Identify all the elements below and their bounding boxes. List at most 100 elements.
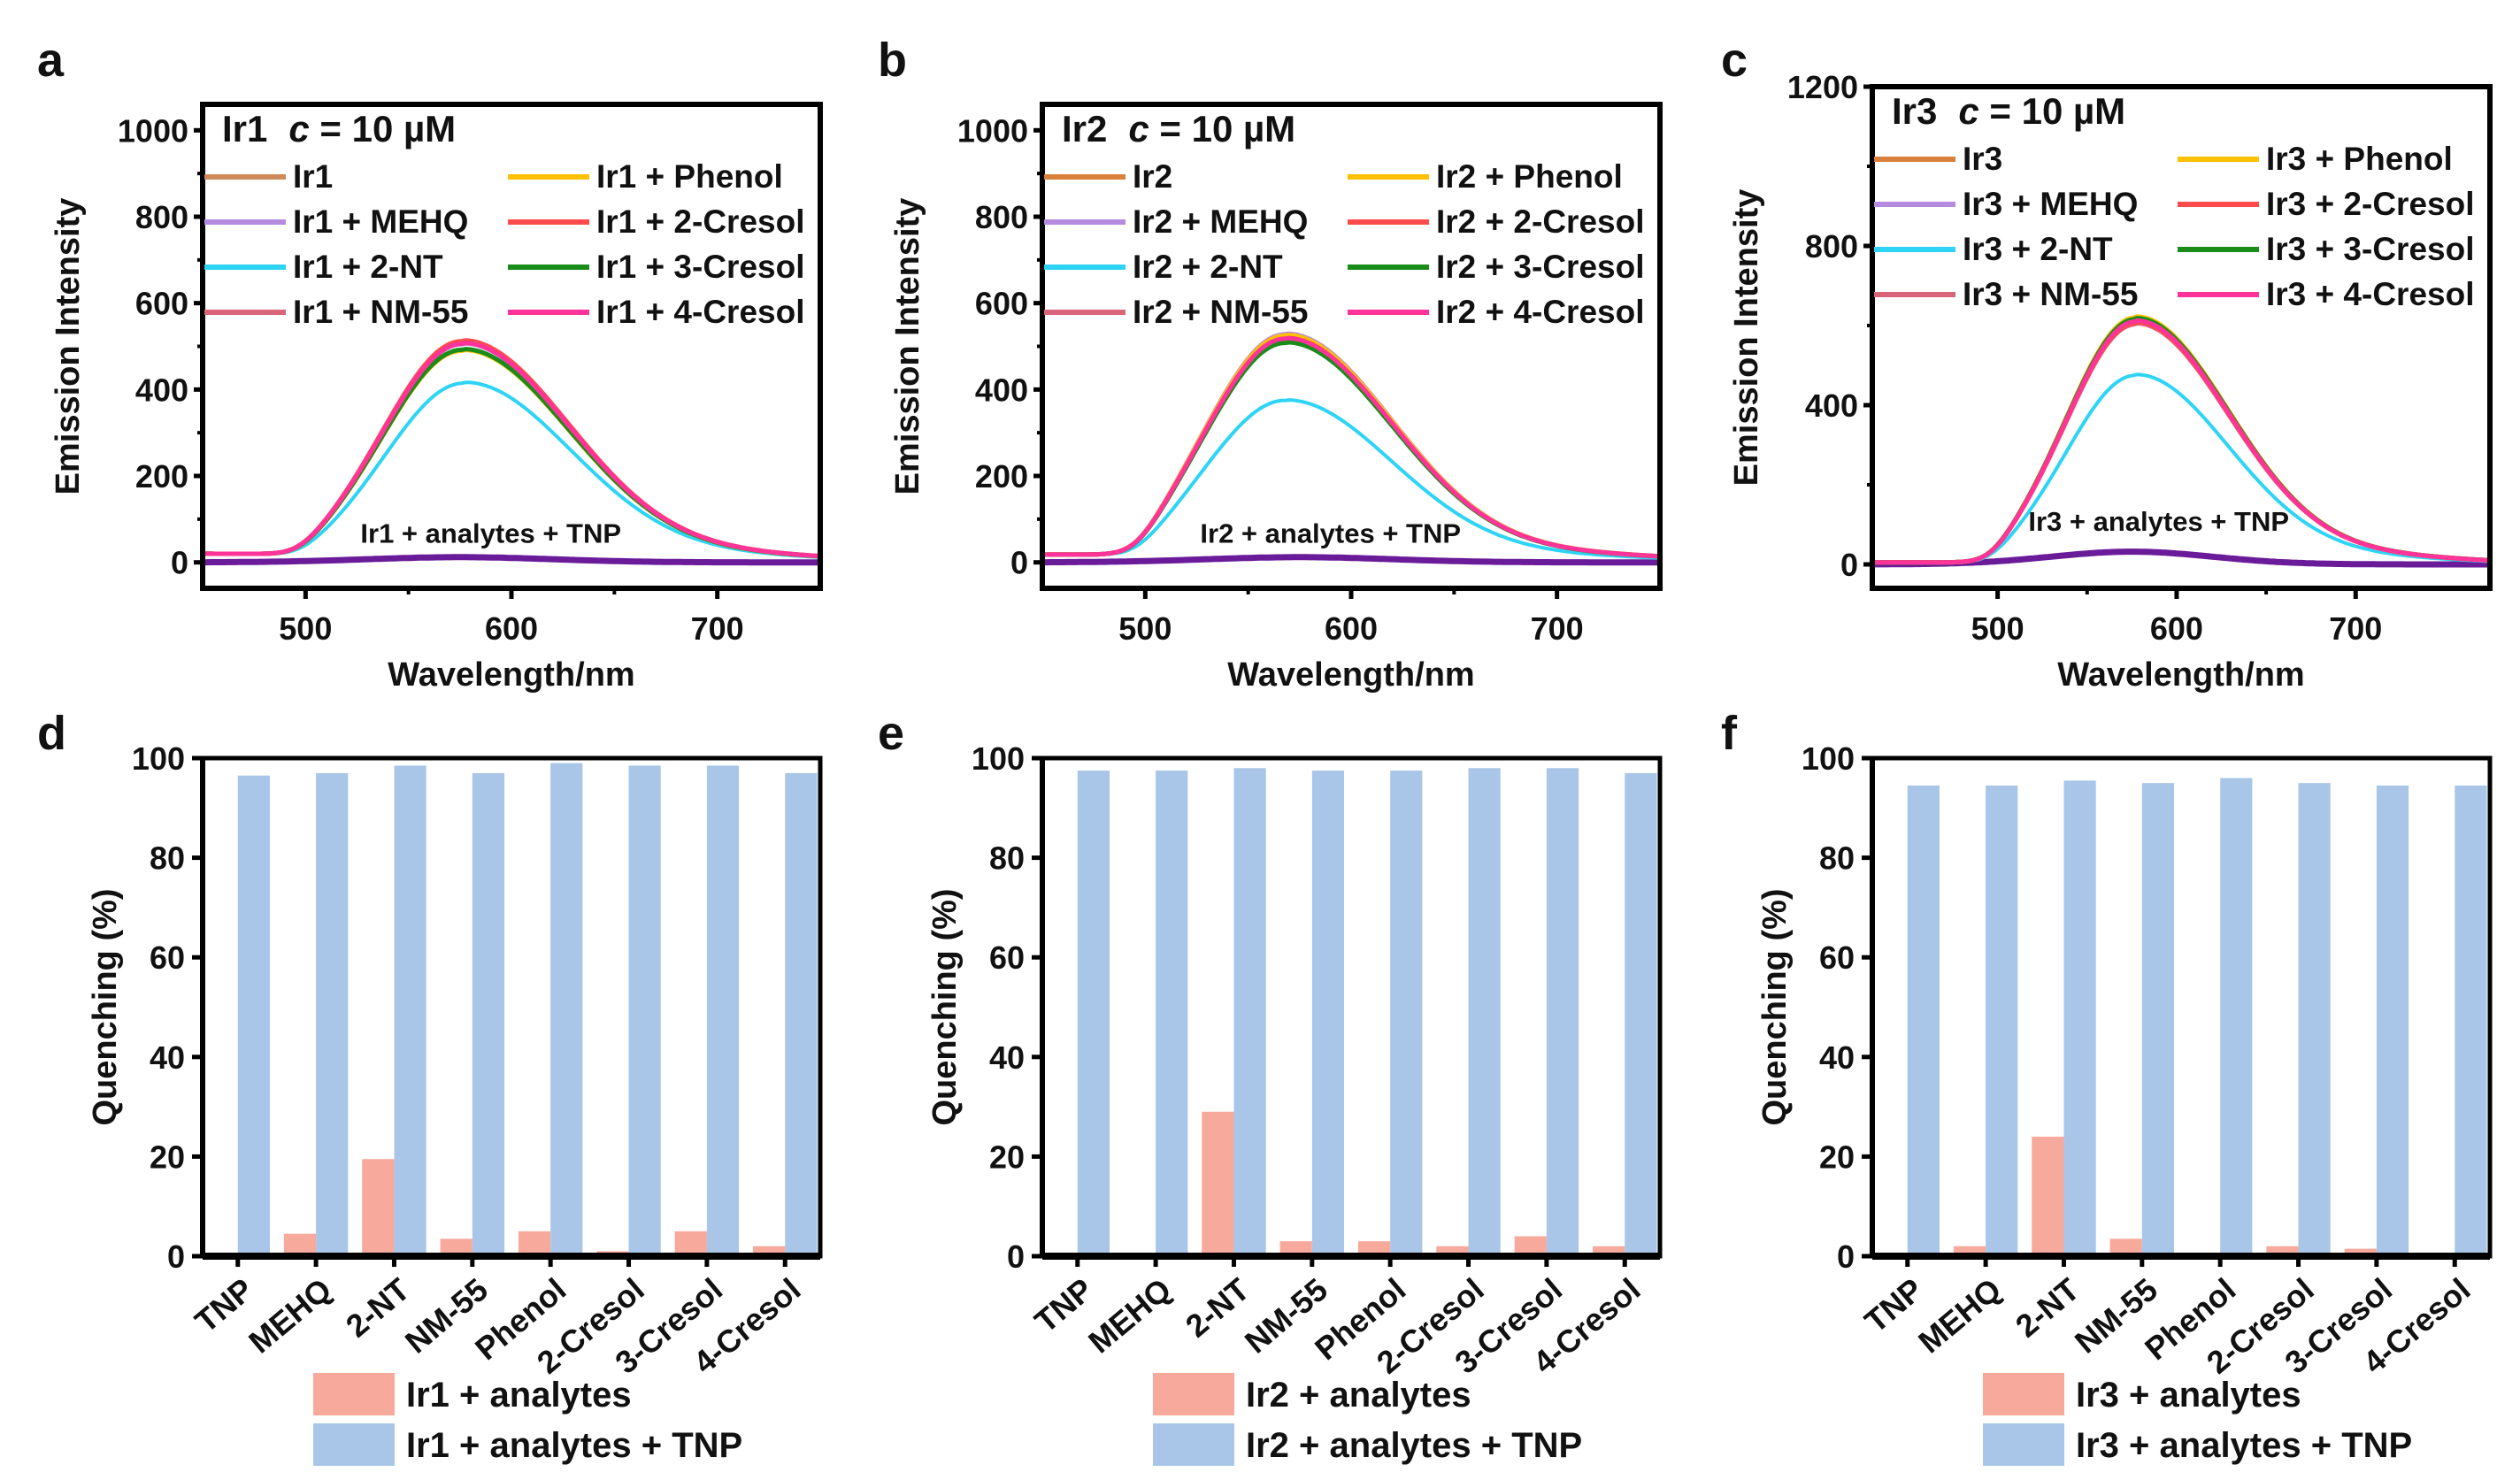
legend-swatch	[313, 1423, 395, 1466]
y-tick-label: 400	[1805, 387, 1858, 424]
y-tick-label: 0	[1837, 1238, 1855, 1275]
panel-label: d	[37, 707, 66, 760]
bar-analytes-tnp	[2141, 783, 2175, 1256]
bar-analytes-tnp	[1156, 771, 1188, 1256]
legend-item: Ir3 + 2-NT	[1874, 231, 2113, 267]
legend-label: Ir2 + 2-NT	[1133, 249, 1283, 285]
y-tick-label: 800	[135, 199, 188, 235]
bar-group	[1436, 768, 1501, 1256]
legend-label: Ir2 + 2-Cresol	[1436, 203, 1644, 240]
legend-label: Ir3 + Phenol	[2266, 141, 2453, 177]
bar-group	[2344, 785, 2409, 1256]
legend-label: Ir2 + 4-Cresol	[1436, 294, 1644, 330]
x-tick-label: 600	[485, 610, 538, 647]
bar-analytes-tnp	[1907, 785, 1940, 1256]
legend-item: Ir3	[1874, 141, 2002, 177]
y-tick-label: 20	[150, 1139, 185, 1175]
inset-title: Ir2 c = 10 µM	[1062, 108, 1295, 150]
bar-group	[753, 772, 818, 1256]
y-axis-title: Quenching (%)	[87, 888, 124, 1125]
legend-label: Ir1	[293, 158, 333, 195]
y-tick-label: 40	[1819, 1039, 1855, 1076]
legend-label: Ir3 + NM-55	[1963, 276, 2138, 312]
y-tick-label: 60	[1819, 939, 1855, 976]
legend-label: Ir2 + 3-Cresol	[1436, 249, 1644, 285]
panel-a-emission-chart: a 0 200 400 600 800 1000 500 600 700 Wavelength/nm…	[37, 34, 823, 694]
x-axis-title: Wavelength/nm	[388, 656, 634, 694]
legend-label: Ir1 + 2-NT	[293, 249, 443, 285]
legend-swatch	[1983, 1373, 2064, 1415]
legend-label: Ir3 + analytes + TNP	[2076, 1426, 2412, 1465]
y-axis-title: Quenching (%)	[1756, 888, 1794, 1125]
y-tick-label: 40	[150, 1039, 185, 1076]
x-tick-label: MEHQ	[242, 1271, 338, 1361]
bar-analytes-tnp	[316, 772, 349, 1256]
bar-group	[2220, 778, 2253, 1256]
plot-frame	[1870, 84, 2493, 591]
y-tick-label: 80	[150, 840, 185, 877]
inset-title-variable: c	[1958, 90, 1978, 132]
panel-label: f	[1721, 707, 1738, 760]
legend-item: Ir3 + 3-Cresol	[2178, 231, 2474, 267]
bar-analytes	[1593, 1246, 1625, 1256]
legend-item: Ir1 + Phenol	[508, 158, 783, 195]
bar-group	[2032, 780, 2096, 1256]
bar-analytes-tnp	[2455, 785, 2487, 1256]
quenched-series-line	[1042, 554, 1660, 566]
bar-group	[2266, 783, 2331, 1256]
bar-analytes	[283, 1233, 317, 1256]
y-tick-label: 200	[135, 458, 188, 495]
bar-analytes	[1436, 1246, 1469, 1256]
y-tick-label: 20	[989, 1139, 1025, 1175]
legend-label: Ir1 + analytes	[406, 1376, 632, 1415]
bar-group	[2109, 783, 2175, 1256]
legend-item: Ir2 + 3-Cresol	[1348, 249, 1644, 285]
legend-label: Ir3 + 2-NT	[1963, 231, 2113, 267]
y-tick-label: 800	[1805, 228, 1858, 265]
panel-b-emission-chart: b 0 200 400 600 800 1000 500 600 700 Wavelength/nm…	[878, 34, 1663, 694]
bar-analytes	[518, 1231, 551, 1256]
series-line-ir2-4-cresol	[1042, 335, 1660, 559]
bar-group	[1077, 771, 1110, 1256]
bar-analytes	[753, 1246, 786, 1256]
legend-label: Ir2	[1133, 158, 1172, 195]
bar-analytes-tnp	[237, 775, 270, 1256]
legend-label: Ir3 + MEHQ	[1963, 186, 2138, 222]
legend-item: Ir1 + 3-Cresol	[508, 249, 804, 285]
legend-item: Ir2 + analytes + TNP	[1153, 1423, 1582, 1466]
x-tick-label: 700	[691, 610, 744, 647]
bar-group	[518, 763, 583, 1256]
bar-analytes	[2109, 1238, 2142, 1256]
bar-group	[237, 775, 270, 1256]
legend-label: Ir3	[1963, 141, 2002, 177]
x-tick-label: 500	[1118, 610, 1172, 647]
series-line-ir1-2-nt	[203, 380, 820, 559]
quenched-annotation: Ir3 + analytes + TNP	[2028, 506, 2289, 537]
legend-item: Ir2 + 2-NT	[1044, 249, 1283, 285]
y-axis-title: Quenching (%)	[926, 888, 964, 1125]
quenched-series-line	[203, 554, 820, 566]
bar-analytes	[2344, 1248, 2377, 1256]
x-tick-label: MEHQ	[1911, 1271, 2008, 1361]
bar-analytes-tnp	[706, 765, 740, 1256]
y-tick-label: 600	[135, 286, 188, 322]
legend-label: Ir1 + 3-Cresol	[596, 249, 804, 285]
legend-item: Ir3 + Phenol	[2178, 141, 2453, 177]
x-tick-label: 600	[1325, 610, 1378, 647]
legend-label: Ir2 + Phenol	[1436, 158, 1623, 195]
bar-group	[674, 765, 740, 1256]
bar-group	[1202, 768, 1266, 1256]
legend-item: Ir1 + MEHQ	[204, 203, 468, 240]
legend-swatch	[1153, 1373, 1234, 1415]
y-tick-label: 600	[975, 286, 1028, 322]
bar-group	[440, 772, 505, 1256]
bar-analytes-tnp	[1233, 768, 1266, 1256]
bar-analytes-tnp	[628, 765, 661, 1256]
bar-analytes-tnp	[2063, 780, 2096, 1256]
legend-label: Ir3 + 3-Cresol	[2266, 231, 2474, 267]
quenched-series-line	[1872, 548, 2488, 568]
y-tick-label: 60	[989, 939, 1025, 976]
inset-title-compound: Ir2	[1062, 108, 1107, 150]
